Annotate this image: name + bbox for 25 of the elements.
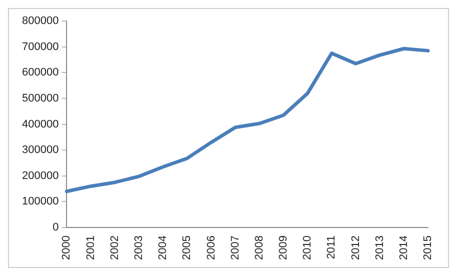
y-tick-label: 300000 <box>22 144 59 156</box>
x-tick-label: 2001 <box>84 236 97 260</box>
x-tick-label: 2003 <box>132 236 145 260</box>
x-tick-label: 2000 <box>60 236 73 260</box>
y-tick-label: 500000 <box>22 92 59 104</box>
x-tick-label: 2011 <box>326 236 338 260</box>
y-tick-label: 100000 <box>22 196 59 208</box>
x-tick-label: 2002 <box>108 236 121 260</box>
x-tick-label: 2006 <box>205 236 218 260</box>
x-tick-label: 2007 <box>229 236 242 260</box>
y-tick-label: 800000 <box>22 15 59 28</box>
y-tick-label: 0 <box>52 222 59 234</box>
x-tick-label: 2004 <box>157 236 170 260</box>
y-tick-label: 700000 <box>22 40 59 53</box>
x-tick-label: 2012 <box>350 236 362 260</box>
y-tick-label: 400000 <box>22 118 59 130</box>
x-tick-label: 2015 <box>422 236 434 260</box>
y-tick-label: 600000 <box>22 66 59 79</box>
y-tick-label: 200000 <box>22 170 59 182</box>
x-tick-label: 2013 <box>374 236 386 260</box>
x-tick-label: 2014 <box>398 236 410 260</box>
x-tick-label: 2010 <box>302 236 314 260</box>
x-tick-label: 2008 <box>253 236 266 260</box>
x-tick-label: 2009 <box>278 236 290 260</box>
x-tick-label: 2005 <box>181 236 194 260</box>
